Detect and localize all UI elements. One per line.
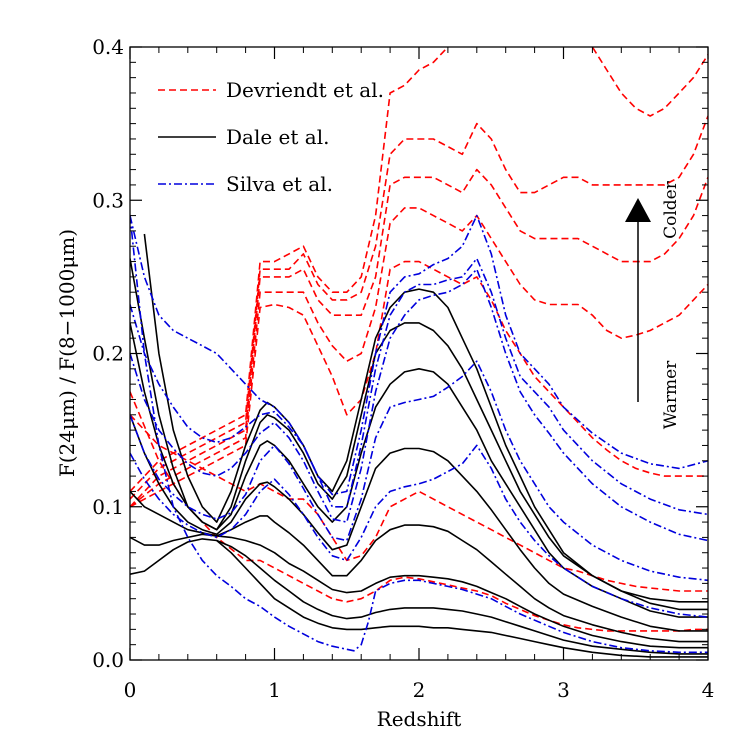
- series-line-dale-7: [130, 538, 708, 655]
- y-tick-label: 0.0: [92, 648, 124, 672]
- series-line-devriendt-4: [130, 207, 708, 508]
- series-line-silva-1: [130, 214, 708, 496]
- arrow-head-icon: [625, 198, 651, 222]
- series-line-devriendt-5: [130, 260, 708, 508]
- x-tick-label: 1: [268, 678, 281, 702]
- arrow-label-warmer: Warmer: [661, 360, 681, 429]
- series-line-dale-4: [130, 414, 708, 632]
- series-line-devriendt-6: [130, 414, 708, 592]
- series-line-silva-6: [130, 215, 708, 654]
- legend: Devriendt et al. Dale et al. Silva et al…: [158, 78, 384, 196]
- series-line-dale-8: [216, 539, 708, 658]
- y-tick-label: 0.4: [92, 35, 124, 59]
- y-tick-label: 0.2: [92, 342, 124, 366]
- x-tick-label: 4: [702, 678, 715, 702]
- y-axis-title: F(24μm) / F(8−1000μm): [55, 229, 79, 477]
- series-line-silva-4: [130, 360, 708, 582]
- ticks-layer: 0 1 2 3 4 0.0 0.1 0.2 0.3 0.4: [92, 35, 714, 702]
- series-line-dale-6: [130, 533, 708, 649]
- series-line-silva-2: [130, 257, 708, 516]
- legend-label-devriendt: Devriendt et al.: [226, 78, 384, 102]
- legend-label-silva: Silva et al.: [226, 172, 333, 196]
- series-line-dale-1: [143, 233, 708, 603]
- series-line-silva-3: [130, 268, 708, 542]
- series-line-dale-5: [130, 490, 708, 643]
- series-layer: [130, 47, 708, 658]
- series-line-devriendt-1: [130, 47, 708, 492]
- x-axis-title: Redshift: [377, 707, 462, 731]
- legend-label-dale: Dale et al.: [226, 125, 329, 149]
- x-tick-label: 2: [413, 678, 426, 702]
- temperature-arrow: Colder Warmer: [625, 180, 681, 429]
- series-line-devriendt-2: [130, 115, 708, 500]
- x-tick-label: 3: [557, 678, 570, 702]
- arrow-label-colder: Colder: [661, 180, 681, 239]
- series-line-devriendt-7: [130, 391, 708, 632]
- y-tick-label: 0.3: [92, 188, 124, 212]
- series-line-devriendt-3: [130, 168, 708, 508]
- series-line-dale-3: [130, 322, 708, 618]
- series-line-silva-5: [130, 444, 708, 618]
- series-line-dale-2: [130, 258, 708, 611]
- y-tick-label: 0.1: [92, 495, 124, 519]
- x-tick-label: 0: [124, 678, 137, 702]
